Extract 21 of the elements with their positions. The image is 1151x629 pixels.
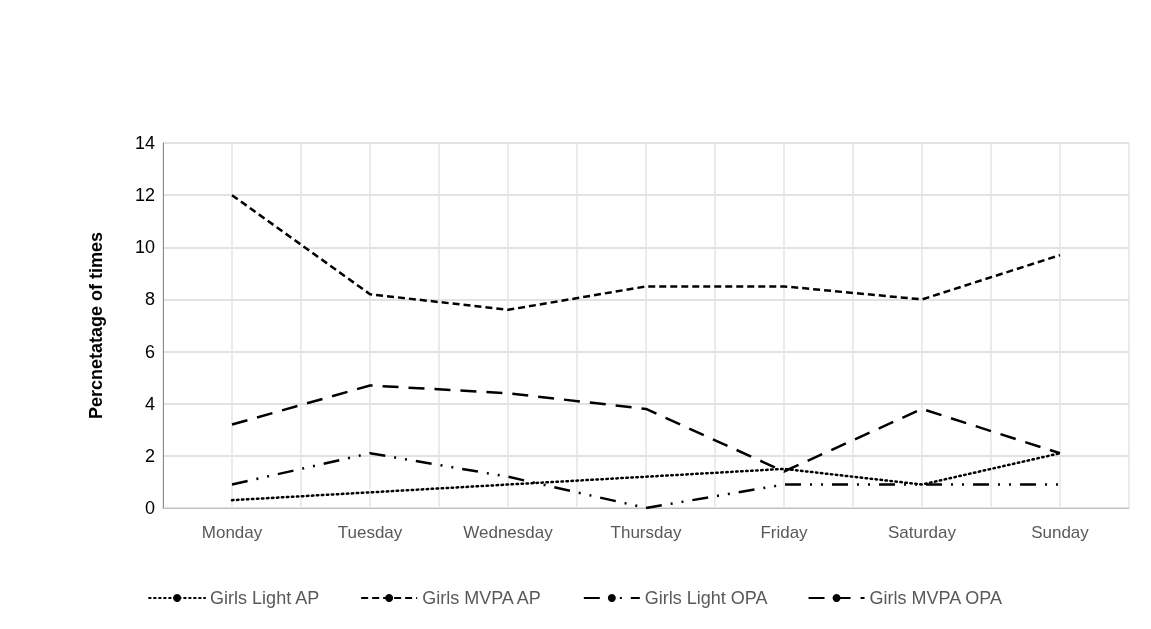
y-axis-title: Percnetatage of times	[86, 231, 106, 420]
x-tick-label: Tuesday	[337, 523, 403, 542]
y-tick-label: 0	[144, 498, 155, 518]
legend-label: Girls MVPA AP	[422, 588, 541, 608]
y-tick-label: 2	[144, 445, 155, 466]
x-tick-label: Monday	[201, 523, 263, 542]
x-tick-label: Friday	[760, 523, 809, 542]
y-tick-label: 8	[144, 289, 155, 310]
x-tick-label: Thursday	[610, 523, 682, 542]
y-tick-label: 6	[144, 341, 155, 362]
legend-label: Girls Light AP	[210, 588, 320, 608]
line-series	[230, 193, 1062, 312]
x-tick-label: Saturday	[887, 523, 957, 542]
x-tick-label: Wednesday	[463, 523, 554, 542]
y-tick-label: 12	[134, 185, 155, 206]
legend-label: Girls MVPA OPA	[869, 588, 1002, 608]
y-tick-label: 10	[134, 237, 155, 258]
y-tick-label: 14	[134, 133, 155, 153]
y-tick-label: 4	[144, 393, 155, 414]
legend-label: Girls Light OPA	[644, 588, 768, 608]
x-tick-label: Sunday	[1031, 523, 1090, 542]
